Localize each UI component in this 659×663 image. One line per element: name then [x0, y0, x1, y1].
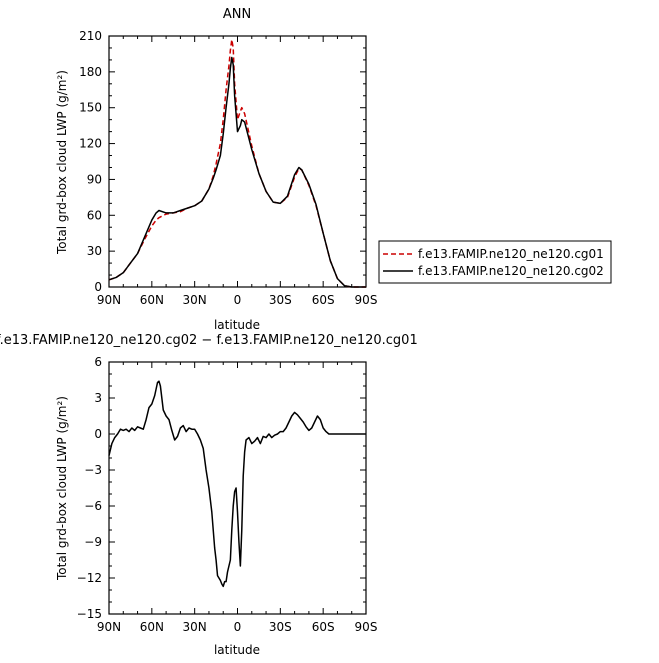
y-tick-label: 0 — [94, 280, 102, 294]
y-tick-label: −9 — [84, 535, 102, 549]
bottom-chart-title: f.e13.FAMIP.ne120_ne120.cg02 − f.e13.FAM… — [0, 333, 418, 348]
y-tick-label: 210 — [79, 29, 102, 43]
legend-label-cg02: f.e13.FAMIP.ne120_ne120.cg02 — [418, 264, 604, 278]
top-series-lines — [108, 38, 366, 288]
x-tick-label: 60N — [140, 293, 164, 307]
bottom-panel: f.e13.FAMIP.ne120_ne120.cg02 − f.e13.FAM… — [0, 333, 418, 657]
x-tick-label: 30S — [269, 620, 292, 634]
series-line-1 — [108, 380, 366, 588]
y-tick-label: −6 — [84, 499, 102, 513]
legend-label-cg01: f.e13.FAMIP.ne120_ne120.cg01 — [418, 247, 604, 261]
legend-box — [378, 240, 612, 284]
y-tick-label: −3 — [84, 463, 102, 477]
y-tick-label: 3 — [94, 391, 102, 405]
top-y-axis-label: Total grd-box cloud LWP (g/m²) — [55, 70, 69, 255]
y-tick-label: 150 — [79, 101, 102, 115]
bottom-series-lines — [108, 380, 366, 588]
x-tick-label: 30N — [183, 293, 207, 307]
x-tick-label: 60N — [140, 620, 164, 634]
x-tick-label: 0 — [234, 293, 242, 307]
top-chart-title: ANN — [223, 7, 251, 22]
series-line-1 — [108, 38, 366, 288]
y-tick-label: −15 — [77, 607, 102, 621]
y-tick-label: 30 — [87, 244, 102, 258]
bottom-plot-frame — [108, 361, 367, 615]
y-tick-label: 90 — [87, 172, 102, 186]
x-tick-label: 90N — [97, 293, 121, 307]
legend: f.e13.FAMIP.ne120_ne120.cg01 f.e13.FAMIP… — [378, 240, 612, 284]
top-panel: ANN 90N 60N 30N 0 30S 60S 90S 0 30 60 90 120 150 180 2… — [55, 7, 377, 332]
bottom-axis-ticks: 90N 60N 30N 0 30S 60S 90S −15 −12 −9 −6 −3 0 3 6 — [77, 355, 378, 634]
series-line-2 — [108, 56, 366, 288]
y-tick-label: 120 — [79, 137, 102, 151]
y-tick-label: 60 — [87, 208, 102, 222]
x-tick-label: 0 — [234, 620, 242, 634]
bottom-x-axis-label: latitude — [214, 643, 260, 657]
y-tick-label: 180 — [79, 65, 102, 79]
top-axis-ticks: 90N 60N 30N 0 30S 60S 90S 0 30 60 90 120 150 180 210 — [79, 29, 377, 307]
y-tick-label: 6 — [94, 355, 102, 369]
bottom-y-axis-label: Total grd-box cloud LWP (g/m²) — [55, 396, 69, 581]
x-tick-label: 30N — [183, 620, 207, 634]
x-tick-label: 90S — [355, 620, 378, 634]
top-x-axis-label: latitude — [214, 318, 260, 332]
x-tick-label: 30S — [269, 293, 292, 307]
y-tick-label: −12 — [77, 571, 102, 585]
x-tick-label: 90N — [97, 620, 121, 634]
x-tick-label: 60S — [312, 293, 335, 307]
x-tick-label: 90S — [355, 293, 378, 307]
x-tick-label: 60S — [312, 620, 335, 634]
y-tick-label: 0 — [94, 427, 102, 441]
